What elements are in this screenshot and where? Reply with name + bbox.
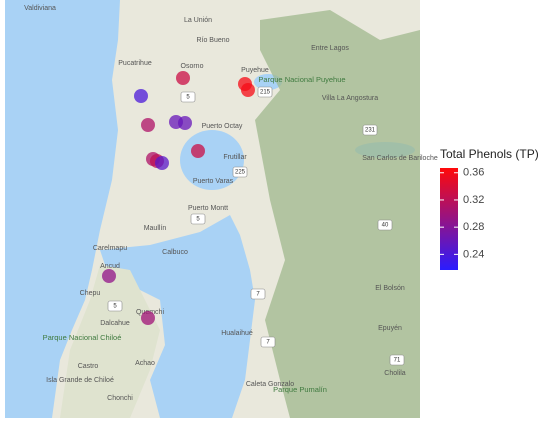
route-shield: [180, 91, 196, 103]
sample-point: [134, 89, 148, 103]
sample-point: [141, 311, 155, 325]
place-label: Villa La Angostura: [322, 95, 378, 102]
place-label: Caleta Gonzalo: [246, 381, 294, 388]
sample-point: [176, 71, 190, 85]
place-label: San Carlos de Bariloche: [362, 155, 438, 162]
route-number: 5: [186, 95, 190, 101]
place-label: Maullín: [144, 225, 167, 232]
place-label: Chonchi: [107, 395, 133, 402]
sea: [100, 215, 255, 418]
place-label: La Unión: [184, 17, 212, 24]
colorbar-tick-label: 0.32: [463, 194, 484, 206]
place-label: Castro: [78, 363, 99, 370]
points: [102, 71, 255, 325]
place-label: Calbuco: [162, 249, 188, 256]
map-labels: Valdiviana La Unión Río Bueno Osorno Pucatri…: [24, 5, 438, 402]
ocean: [5, 0, 120, 418]
sample-point: [191, 144, 205, 158]
route-shield: [362, 124, 378, 136]
place-label: Parque Nacional Chiloé: [43, 333, 122, 342]
island: [60, 265, 160, 418]
route-shield: [190, 213, 206, 225]
place-label: Río Bueno: [196, 37, 229, 44]
mountains: [255, 10, 420, 418]
route-shield: [260, 336, 276, 348]
colorbar-tick-label: 0.28: [463, 221, 484, 233]
place-label: Ancud: [100, 263, 120, 270]
legend-title: Total Phenols (TP): [440, 147, 539, 161]
place-label: Parque Pumalín: [273, 385, 327, 394]
route-number: 5: [113, 304, 117, 310]
place-label: Puerto Montt: [188, 205, 228, 212]
place-label: Frutillar: [223, 154, 247, 161]
place-label: Puerto Octay: [202, 123, 243, 130]
route-shield: [232, 166, 248, 178]
sample-point: [102, 269, 116, 283]
route-number: 231: [365, 128, 376, 134]
place-label: Chepu: [80, 290, 101, 297]
place-label: Achao: [135, 360, 155, 367]
route-number: 7: [266, 340, 270, 346]
place-label: Parque Nacional Puyehue: [258, 75, 345, 84]
place-label: Puerto Varas: [193, 178, 234, 185]
place-label: Hualaihué: [221, 330, 253, 337]
place-label: Entre Lagos: [311, 45, 349, 52]
colorbar-tick-label: 0.24: [463, 248, 484, 260]
place-label: Epuyén: [378, 325, 402, 332]
route-number: 7: [256, 292, 260, 298]
route-number: 40: [382, 223, 389, 229]
sample-point: [141, 118, 155, 132]
place-label: Puyehue: [241, 67, 269, 74]
sample-point: [178, 116, 192, 130]
route-shield: [389, 354, 405, 366]
place-label: Valdiviana: [24, 5, 56, 12]
route-shield: [107, 300, 123, 312]
place-label: Dalcahue: [100, 320, 130, 327]
route-shield: [250, 288, 266, 300]
route-number: 5: [196, 217, 200, 223]
place-label: Osorno: [181, 63, 204, 70]
route-shield: [377, 219, 393, 231]
place-label: Carelmapu: [93, 245, 127, 252]
route-number: 215: [260, 90, 271, 96]
colorbar: [440, 168, 458, 270]
route-number: 71: [394, 358, 401, 364]
place-label: Cholila: [384, 370, 406, 377]
sample-point: [241, 83, 255, 97]
place-label: El Bolsón: [375, 285, 405, 292]
route-number: 225: [235, 170, 246, 176]
colorbar-tick-label: 0.36: [463, 167, 484, 179]
route-shield: [257, 86, 273, 98]
colorbar-ticks: 0.24 0.28 0.32 0.36: [440, 167, 484, 260]
place-label: Pucatrihue: [118, 60, 152, 67]
place-label: Isla Grande de Chiloé: [46, 377, 114, 384]
sample-point: [155, 156, 169, 170]
